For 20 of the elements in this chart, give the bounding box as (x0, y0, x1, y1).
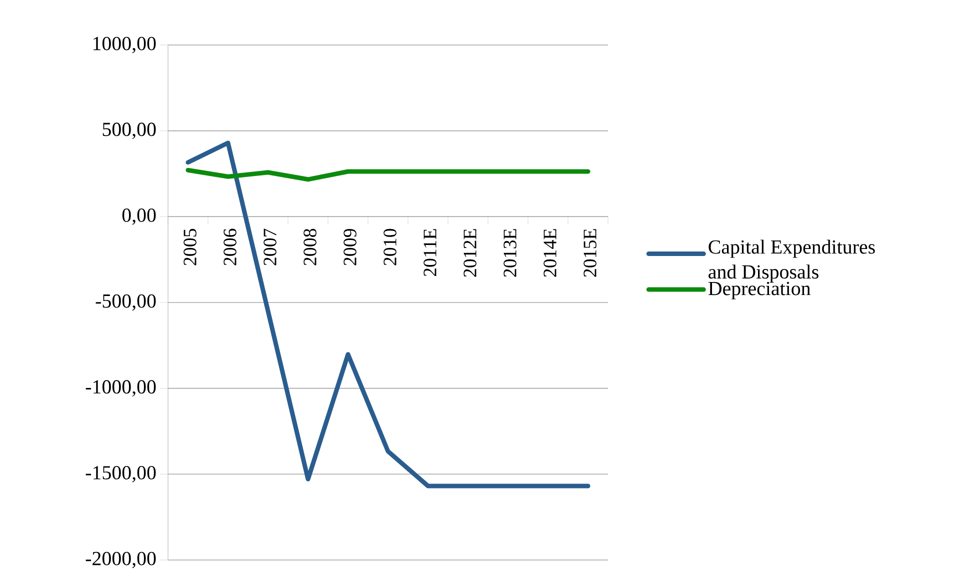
legend-label: Depreciation (708, 282, 810, 300)
x-tick-label: 2015E (584, 229, 596, 277)
x-tick-label: 2014E (544, 229, 556, 277)
x-tick-label: 2008 (304, 228, 316, 266)
x-tick-label: 2009 (344, 228, 356, 266)
x-tick-label: 2012E (464, 229, 476, 277)
x-tick-label: 2007 (264, 228, 276, 266)
x-tick-label: 2011E (424, 229, 436, 276)
x-tick-label: 2013E (504, 229, 516, 277)
x-tick-label: 2005 (184, 228, 196, 266)
y-tick-label: 0,00 (122, 208, 156, 225)
x-tick-label: 2006 (224, 228, 236, 266)
y-tick-label: -1500,00 (86, 466, 156, 482)
x-tick-label: 2010 (384, 228, 396, 266)
legend-label: Capital Expenditures and Disposals (708, 240, 875, 283)
y-tick-label: 500,00 (102, 122, 156, 139)
y-tick-label: 1000,00 (93, 36, 156, 54)
y-tick-label: -500,00 (96, 294, 156, 311)
y-tick-label: -2000,00 (86, 552, 156, 568)
y-tick-label: -1000,00 (86, 380, 156, 396)
